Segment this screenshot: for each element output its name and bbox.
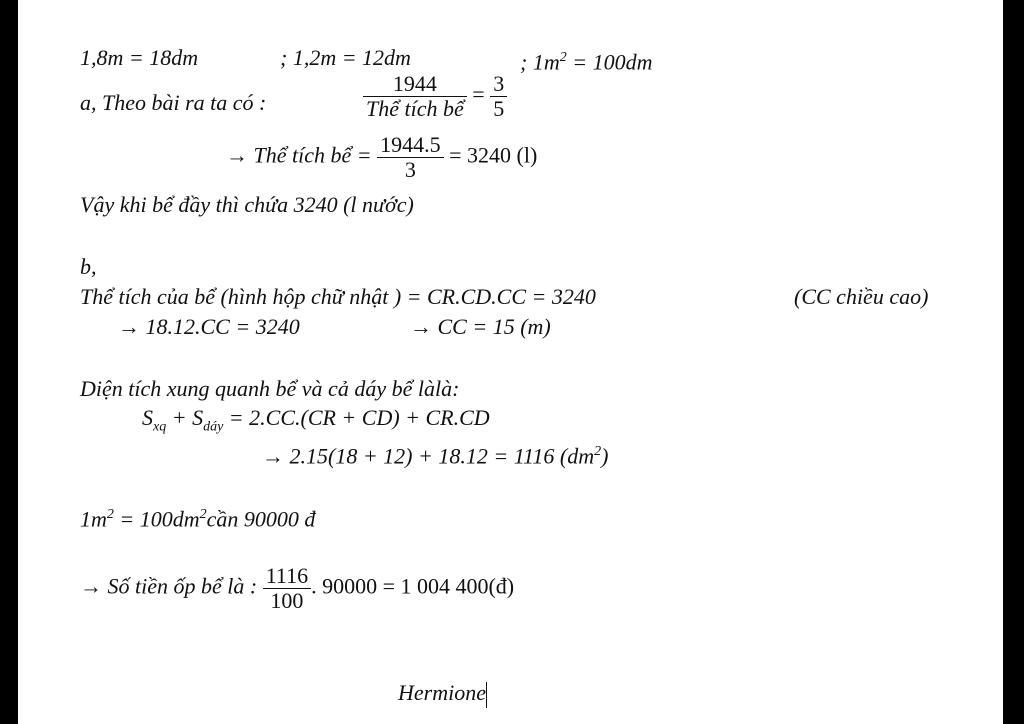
part-a-label: a, Theo bài ra ta có : [80, 90, 267, 115]
volume-formula: Thể tích của bể (hình hộp chữ nhật ) = C… [80, 284, 596, 309]
volume-equation: → Thể tích bể = 1944.5 3 = 3240 (l) [226, 133, 537, 182]
ratio-numerator: 1944 [363, 72, 467, 97]
cost-numerator: 1116 [262, 564, 312, 589]
volume-lhs: → Thể tích bể = [226, 142, 372, 168]
volume-result: = 3240 (l) [449, 142, 538, 168]
unit-conversion-line: 1,8m = 18dm ; 1,2m = 12dm ; 1m2 = 100dm [80, 45, 652, 74]
part-b-label: b, [80, 254, 97, 279]
area-result: → 2.15(18 + 12) + 18.12 = 1116 (dm2) [262, 443, 609, 469]
area-formula: Sxq + Sdáy = 2.CC.(CR + CD) + CR.CD [142, 405, 490, 435]
rhs-numerator: 3 [490, 72, 508, 97]
text-cursor [485, 681, 488, 708]
volume-denominator: 3 [404, 157, 416, 182]
conv-1: 1,8m = 18dm [80, 45, 199, 70]
document-page: 1,8m = 18dm ; 1,2m = 12dm ; 1m2 = 100dm … [18, 0, 1003, 724]
conv-3: ; 1m2 = 100dm [520, 49, 653, 75]
conv-2: ; 1,2m = 12dm [280, 45, 411, 70]
cost-equation: → Số tiền ốp bể là : 1116 100 . 90000 = 1 … [80, 564, 514, 613]
height-note: (CC chiều cao) [794, 284, 929, 309]
area-heading: Diện tích xung quanh bể và cả dáy bể làl… [80, 376, 460, 401]
cost-lhs: → Số tiền ốp bể là : [80, 573, 258, 599]
signature: Hermione [398, 680, 488, 708]
cost-result: . 90000 = 1 004 400(đ) [311, 573, 515, 599]
height-result: → CC = 15 (m) [410, 314, 551, 339]
cost-denominator: 100 [270, 588, 304, 613]
rhs-denominator: 5 [493, 96, 505, 121]
height-equation: → 18.12.CC = 3240 [118, 314, 300, 339]
volume-numerator: 1944.5 [377, 133, 444, 158]
price-line: 1m2 = 100dm2cần 90000 đ [80, 506, 316, 532]
equals: = [472, 81, 485, 107]
part-a-conclusion: Vậy khi bể đầy thì chứa 3240 (l nước) [80, 192, 414, 217]
ratio-denominator: Thể tích bể [366, 96, 464, 121]
